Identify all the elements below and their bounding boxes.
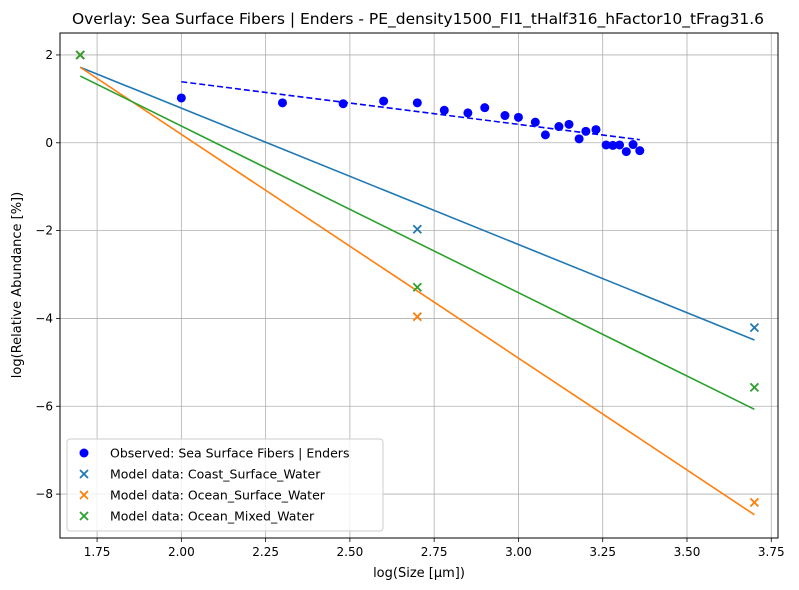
x-marker-stroke xyxy=(412,312,422,322)
data-point xyxy=(530,117,540,127)
data-point xyxy=(554,122,564,132)
data-point xyxy=(439,105,449,115)
axis-ticks: 1.75 2.00 2.25 2.50 2.75 3.00 3.25 3.50 3.75 2 0 −2… xyxy=(35,48,784,559)
plot-frame xyxy=(59,32,779,539)
data-point xyxy=(75,50,85,60)
data-point xyxy=(749,497,760,508)
x-marker-stroke xyxy=(79,490,89,500)
x-marker-stroke xyxy=(749,323,760,333)
fit-lines xyxy=(79,66,755,516)
fit-line xyxy=(79,66,755,341)
data-point xyxy=(749,323,760,333)
legend-label: Model data: Ocean_Surface_Water xyxy=(110,488,326,503)
x-marker-stroke xyxy=(79,469,89,479)
y-tick-label: −4 xyxy=(35,311,53,325)
data-point xyxy=(635,146,645,156)
y-tick-label: 2 xyxy=(45,48,53,62)
x-marker-stroke xyxy=(412,224,422,234)
legend: Observed: Sea Surface Fibers | Enders Mod… xyxy=(66,438,384,532)
legend-marker xyxy=(79,511,89,521)
data-points xyxy=(75,50,760,508)
data-point xyxy=(513,112,523,122)
legend-marker xyxy=(79,490,89,500)
x-tick-label: 2.75 xyxy=(421,545,448,559)
x-tick-label: 3.50 xyxy=(674,545,701,559)
data-point xyxy=(601,140,611,150)
y-tick-label: 0 xyxy=(45,136,53,150)
data-point xyxy=(564,119,574,129)
data-point xyxy=(176,93,186,103)
legend-label: Model data: Ocean_Mixed_Water xyxy=(110,509,315,524)
x-marker-stroke xyxy=(79,511,89,521)
chart-title: Overlay: Sea Surface Fibers | Enders - P… xyxy=(72,10,764,29)
data-point xyxy=(591,125,601,135)
fit-line xyxy=(79,66,755,516)
x-tick-label: 2.50 xyxy=(337,545,364,559)
fit-line xyxy=(181,80,640,141)
data-point xyxy=(608,140,618,150)
data-point xyxy=(412,312,422,322)
x-tick-label: 3.75 xyxy=(758,545,785,559)
legend-label: Observed: Sea Surface Fibers | Enders xyxy=(110,446,349,461)
data-point xyxy=(621,147,631,157)
data-point xyxy=(628,140,638,150)
x-tick-label: 3.00 xyxy=(505,545,532,559)
x-tick-label: 2.25 xyxy=(252,545,279,559)
x-marker-stroke xyxy=(749,382,760,393)
data-point xyxy=(540,130,550,140)
y-tick-label: −6 xyxy=(35,399,53,413)
x-tick-label: 1.75 xyxy=(84,545,111,559)
fit-line xyxy=(79,75,755,411)
x-marker-stroke xyxy=(75,50,85,60)
data-point xyxy=(412,224,422,234)
y-axis-label: log(Relative Abundance [%]) xyxy=(10,192,25,378)
x-marker-stroke xyxy=(412,282,422,292)
x-marker-stroke xyxy=(749,497,760,508)
data-point xyxy=(379,96,389,106)
data-point xyxy=(500,111,510,121)
x-axis-label: log(Size [µm]) xyxy=(373,566,465,581)
y-tick-label: −2 xyxy=(35,224,53,238)
data-point xyxy=(615,140,625,150)
x-tick-label: 2.00 xyxy=(168,545,195,559)
data-point xyxy=(412,282,422,292)
data-point xyxy=(412,98,422,108)
data-point xyxy=(338,99,348,109)
legend-label: Model data: Coast_Surface_Water xyxy=(110,467,321,482)
data-point xyxy=(480,103,490,113)
x-tick-label: 3.25 xyxy=(589,545,616,559)
legend-box xyxy=(66,438,384,532)
data-point xyxy=(277,98,287,108)
y-tick-label: −8 xyxy=(35,487,53,501)
data-point xyxy=(581,126,591,136)
data-point xyxy=(463,108,473,118)
data-point xyxy=(574,134,584,144)
data-point xyxy=(749,382,760,393)
legend-marker xyxy=(79,469,89,479)
legend-marker xyxy=(79,448,89,458)
grid xyxy=(60,33,778,538)
